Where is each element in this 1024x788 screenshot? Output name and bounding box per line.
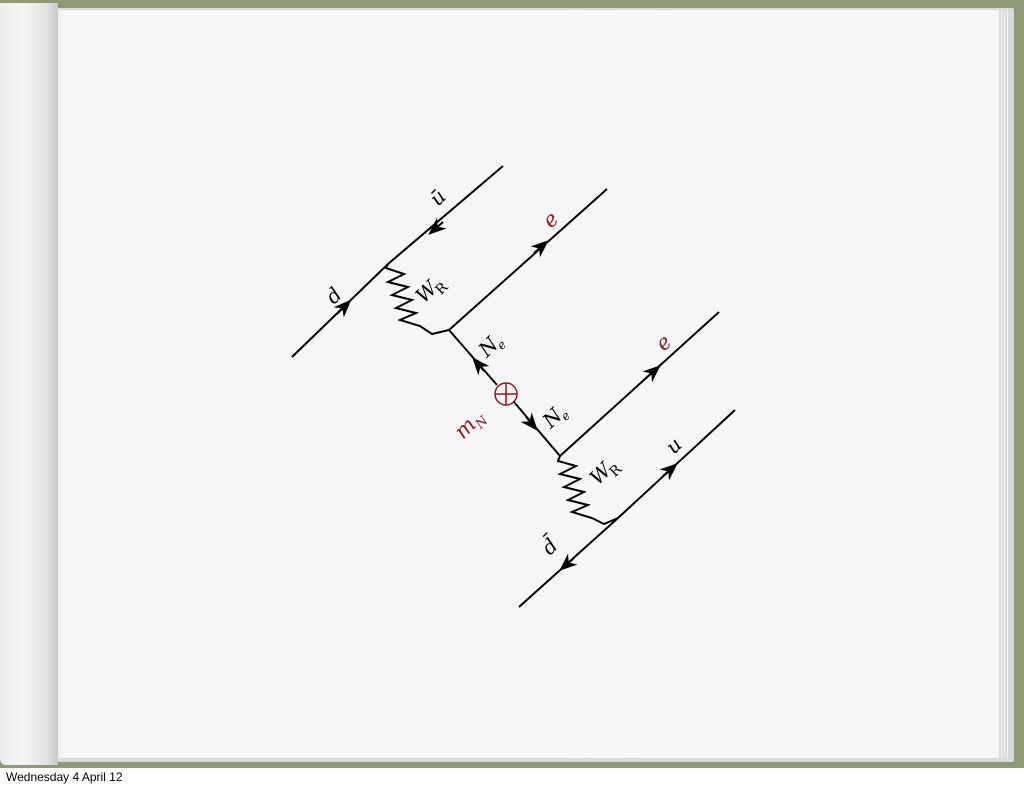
left-page-curl	[0, 3, 58, 765]
u-bar-quark-line	[387, 165, 504, 265]
w-r-propagator-lower	[556, 455, 619, 526]
d-bar-arrow-icon	[559, 553, 578, 571]
u-arrow-icon	[659, 463, 678, 481]
footer-date: Wednesday 4 April 12	[6, 770, 123, 784]
label-m-n: m N	[450, 412, 492, 443]
electron-line-upper	[448, 188, 608, 331]
u-bar-arrow-icon	[428, 217, 447, 235]
label-u-bar: ū	[425, 184, 451, 210]
u-quark-line	[617, 409, 736, 519]
svg-text:m: m	[450, 412, 481, 443]
circled-plus-icon	[494, 382, 518, 406]
quark-line-lower	[518, 409, 736, 608]
book-page	[50, 10, 1000, 758]
label-n-e-lower: N e	[537, 402, 573, 433]
neutrino-upper-arrow-icon	[472, 357, 490, 376]
w-r-propagator-upper	[384, 263, 450, 336]
electron-line-lower	[559, 311, 720, 457]
label-e-upper: e	[538, 207, 564, 233]
label-d-bar: d̄	[536, 531, 565, 560]
label-w-r-upper: W R	[411, 275, 452, 308]
label-e-lower: e	[651, 330, 677, 356]
neutrino-lower-arrow-icon	[520, 412, 538, 431]
label-w-r-lower: W R	[585, 457, 626, 490]
electron-lower-arrow-icon	[642, 365, 661, 383]
label-u: u	[661, 432, 687, 458]
feynman-diagram: d ū u d̄ e e W R W R N e N e m	[291, 165, 736, 608]
label-n-e-upper: N e	[473, 331, 509, 362]
page-edges	[998, 10, 1008, 758]
label-d: d	[321, 283, 347, 309]
quark-line-upper	[291, 165, 504, 358]
d-arrow-icon	[333, 299, 352, 318]
electron-upper-arrow-icon	[530, 240, 549, 258]
